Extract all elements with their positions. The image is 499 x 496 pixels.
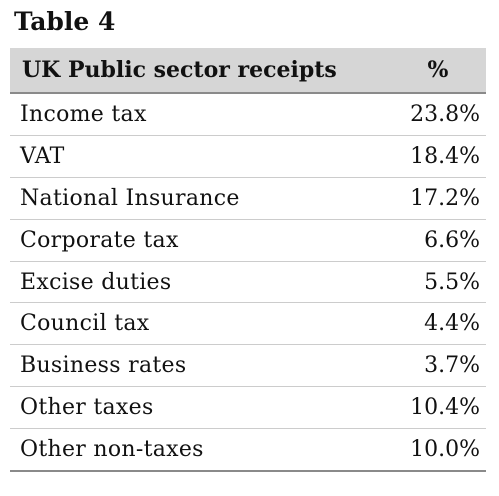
header-percent: % — [427, 57, 449, 83]
table-header: UK Public sector receipts % — [10, 48, 486, 94]
row-percent: 4.4% — [424, 311, 480, 337]
row-percent: 10.4% — [410, 395, 480, 421]
header-category: UK Public sector receipts — [22, 57, 337, 83]
row-category: Corporate tax — [20, 227, 179, 253]
table-row: Business rates 3.7% — [10, 345, 486, 388]
table-row: Council tax 4.4% — [10, 303, 486, 346]
row-percent: 6.6% — [424, 227, 480, 253]
row-percent: 18.4% — [410, 143, 480, 169]
row-percent: 3.7% — [424, 353, 480, 379]
receipts-table: UK Public sector receipts % Income tax 2… — [10, 48, 486, 473]
row-category: VAT — [20, 143, 65, 169]
table-row: Other taxes 10.4% — [10, 387, 486, 430]
table-row: Income tax 23.8% — [10, 94, 486, 136]
table-row: Other non-taxes 10.0% — [10, 429, 486, 473]
row-category: Other taxes — [20, 395, 154, 421]
row-category: Business rates — [20, 353, 187, 379]
row-percent: 17.2% — [410, 185, 480, 211]
row-percent: 23.8% — [410, 101, 480, 127]
row-category: National Insurance — [20, 185, 240, 211]
row-category: Income tax — [20, 101, 147, 127]
table-row: VAT 18.4% — [10, 136, 486, 178]
row-percent: 10.0% — [410, 437, 480, 463]
table-row: National Insurance 17.2% — [10, 178, 486, 220]
row-percent: 5.5% — [424, 269, 480, 295]
row-category: Excise duties — [20, 269, 172, 295]
row-category: Other non-taxes — [20, 437, 204, 463]
table-caption: Table 4 — [14, 7, 116, 36]
row-category: Council tax — [20, 311, 150, 337]
table-row: Excise duties 5.5% — [10, 262, 486, 304]
table-row: Corporate tax 6.6% — [10, 220, 486, 262]
